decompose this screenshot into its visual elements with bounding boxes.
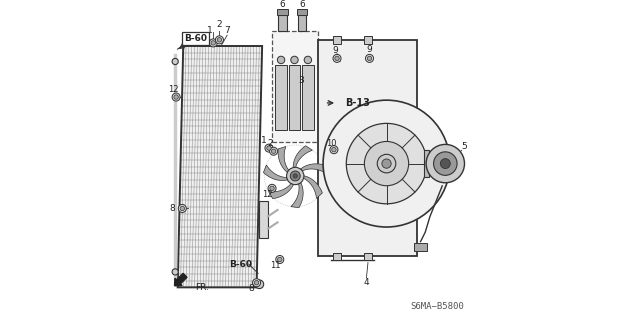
Bar xyxy=(296,10,307,15)
Text: 8: 8 xyxy=(248,285,254,293)
Text: FR.: FR. xyxy=(195,283,209,292)
Circle shape xyxy=(382,159,391,168)
Bar xyxy=(364,36,372,43)
Text: 11: 11 xyxy=(270,261,281,270)
Text: 6: 6 xyxy=(299,0,305,9)
Polygon shape xyxy=(278,146,289,172)
Text: 12: 12 xyxy=(168,85,179,94)
Circle shape xyxy=(287,167,304,185)
Circle shape xyxy=(278,257,282,262)
Circle shape xyxy=(367,56,372,61)
Bar xyxy=(333,253,340,260)
Circle shape xyxy=(265,144,273,152)
Polygon shape xyxy=(269,183,294,199)
Circle shape xyxy=(293,174,298,178)
Text: 9: 9 xyxy=(333,46,339,55)
Bar xyxy=(424,150,429,177)
Circle shape xyxy=(269,147,278,155)
Text: B-13: B-13 xyxy=(345,98,370,108)
Bar xyxy=(259,201,268,238)
Polygon shape xyxy=(303,176,323,198)
Circle shape xyxy=(271,149,276,153)
Text: 2: 2 xyxy=(268,139,273,148)
Circle shape xyxy=(440,159,451,168)
Circle shape xyxy=(346,123,427,204)
Text: S6MA−B5800: S6MA−B5800 xyxy=(411,302,465,311)
Circle shape xyxy=(267,146,271,150)
FancyArrow shape xyxy=(175,273,187,286)
Circle shape xyxy=(174,95,179,99)
Text: B-60: B-60 xyxy=(230,260,253,269)
Circle shape xyxy=(179,204,186,212)
Text: B-60: B-60 xyxy=(184,34,207,43)
Bar xyxy=(364,253,372,260)
Circle shape xyxy=(209,39,217,47)
Bar xyxy=(302,64,314,130)
Bar xyxy=(333,36,340,43)
Polygon shape xyxy=(291,183,303,208)
Polygon shape xyxy=(264,165,287,181)
Text: 1: 1 xyxy=(261,136,267,145)
Circle shape xyxy=(211,41,216,45)
Bar xyxy=(298,15,306,31)
Circle shape xyxy=(426,145,465,183)
Circle shape xyxy=(270,186,275,190)
Polygon shape xyxy=(178,46,262,287)
Bar xyxy=(414,243,427,251)
Circle shape xyxy=(323,100,450,227)
Circle shape xyxy=(335,56,339,61)
Text: 2: 2 xyxy=(216,20,222,29)
Polygon shape xyxy=(293,146,312,167)
Text: 1: 1 xyxy=(207,26,213,35)
Circle shape xyxy=(433,152,457,175)
Text: 6: 6 xyxy=(280,0,285,9)
Circle shape xyxy=(217,38,221,42)
Circle shape xyxy=(291,171,300,181)
Bar xyxy=(277,10,288,15)
Text: 4: 4 xyxy=(364,278,369,287)
Circle shape xyxy=(277,56,285,64)
Bar xyxy=(289,64,300,130)
Circle shape xyxy=(180,206,184,211)
Text: 10: 10 xyxy=(326,139,337,148)
Circle shape xyxy=(291,56,298,64)
Circle shape xyxy=(276,256,284,263)
Text: 5: 5 xyxy=(461,142,467,151)
Bar xyxy=(275,64,287,130)
Text: 3: 3 xyxy=(298,76,304,85)
Bar xyxy=(319,40,417,256)
Text: 12: 12 xyxy=(262,190,273,199)
Circle shape xyxy=(332,147,336,152)
Circle shape xyxy=(172,269,179,275)
Circle shape xyxy=(172,58,179,64)
Bar xyxy=(272,31,319,142)
Circle shape xyxy=(333,54,341,63)
Text: 7: 7 xyxy=(224,26,230,35)
Circle shape xyxy=(253,279,260,287)
Polygon shape xyxy=(301,164,326,173)
Circle shape xyxy=(216,36,223,44)
Circle shape xyxy=(365,54,374,63)
Circle shape xyxy=(364,141,409,186)
Circle shape xyxy=(255,280,264,289)
Text: 9: 9 xyxy=(367,45,372,54)
Circle shape xyxy=(172,93,180,101)
Circle shape xyxy=(304,56,312,64)
Text: 8: 8 xyxy=(169,204,175,213)
Circle shape xyxy=(268,184,276,192)
Circle shape xyxy=(330,146,338,154)
Bar xyxy=(278,15,287,31)
Circle shape xyxy=(254,280,259,285)
Circle shape xyxy=(377,154,396,173)
